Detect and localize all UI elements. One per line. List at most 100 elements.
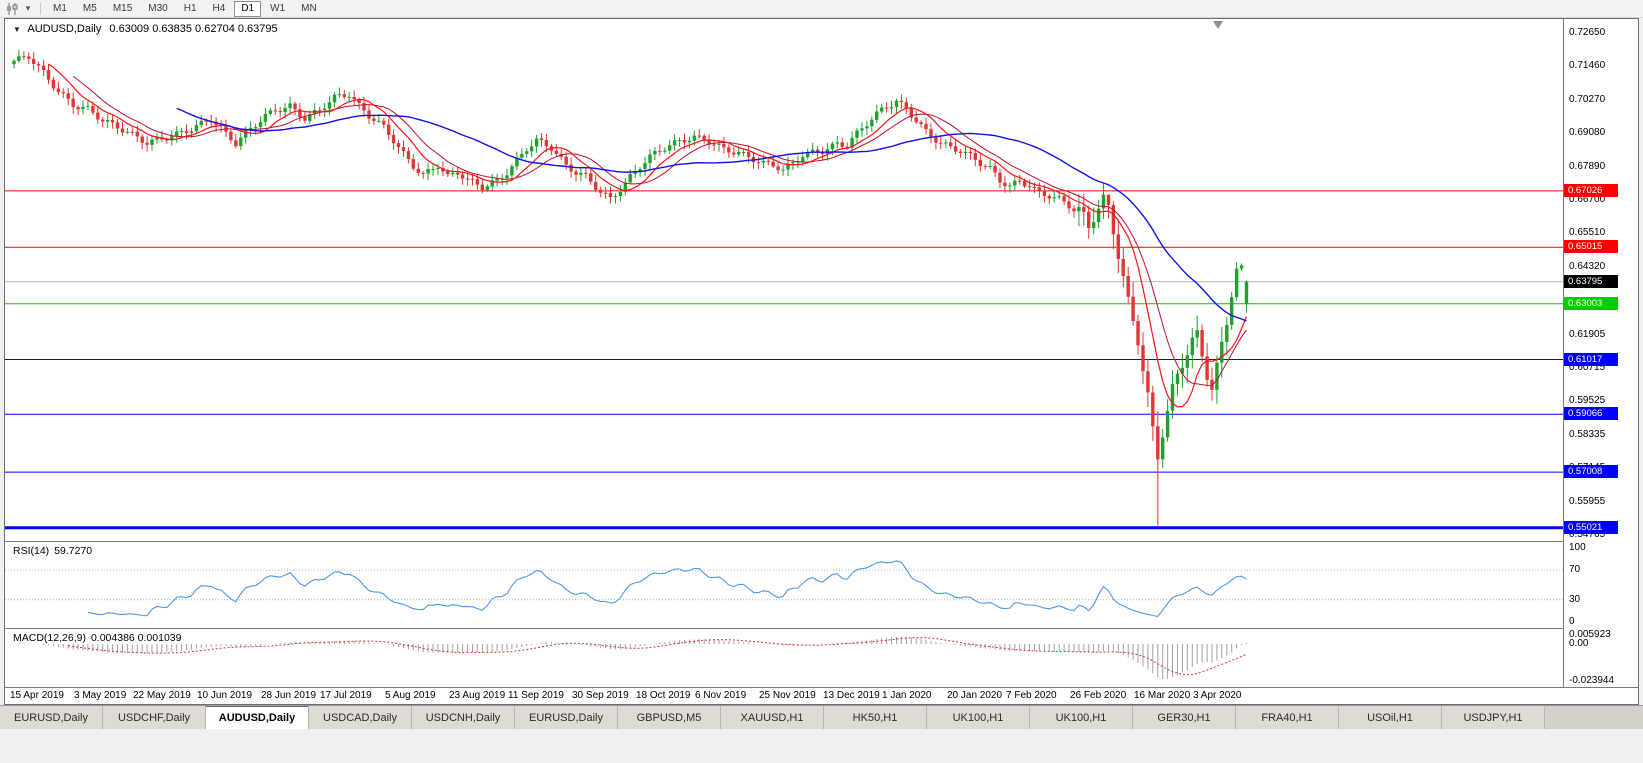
date-label: 3 Apr 2020: [1193, 690, 1242, 701]
chart-tab-xauusd-h1-7[interactable]: XAUUSD,H1: [721, 706, 824, 729]
chart-tab-usdjpy-h1-14[interactable]: USDJPY,H1: [1442, 706, 1545, 729]
price-tick-label: 0.69080: [1569, 127, 1606, 138]
date-label: 15 Apr 2019: [10, 690, 64, 701]
bottom-filler: [0, 729, 1643, 763]
chart-tab-ger30-h1-11[interactable]: GER30,H1: [1133, 706, 1236, 729]
chart-tab-uk100-h1-9[interactable]: UK100,H1: [927, 706, 1030, 729]
date-label: 1 Jan 2020: [882, 690, 932, 701]
timeframe-button-m30[interactable]: M30: [148, 2, 168, 14]
price-badge-0.59066: 0.59066: [1564, 407, 1618, 420]
macd-axis-label: -0.023944: [1569, 675, 1615, 686]
main-chart-svg[interactable]: [5, 19, 1563, 541]
chart-tab-eurusd-daily-5[interactable]: EURUSD,Daily: [515, 706, 618, 729]
price-tick-label: 0.54765: [1569, 529, 1606, 540]
macd-signal-line: [68, 637, 1247, 676]
date-label: 18 Oct 2019: [636, 690, 691, 701]
toolbar-separator: [40, 2, 41, 15]
rsi-label: RSI(14) 59.7270: [13, 545, 97, 557]
price-badge-current: 0.63795: [1564, 275, 1618, 288]
timeframe-button-h1[interactable]: H1: [183, 2, 197, 14]
date-label: 3 May 2019: [74, 690, 127, 701]
date-label: 13 Dec 2019: [823, 690, 880, 701]
chart-type-candlestick-icon[interactable]: [4, 2, 20, 16]
timeframe-button-h4[interactable]: H4: [212, 2, 226, 14]
timeframe-buttons: M1 M5 M15 M30 H1 H4 D1 W1 MN: [45, 0, 325, 17]
price-tick-label: 0.61905: [1569, 329, 1606, 340]
macd-histogram: [23, 636, 1247, 679]
price-tick-label: 0.65510: [1569, 227, 1606, 238]
rsi-axis-label: 30: [1569, 594, 1581, 605]
chart-shift-marker-icon[interactable]: [1213, 21, 1223, 29]
macd-axis-label: 0.005923: [1569, 629, 1611, 640]
date-label: 16 Mar 2020: [1134, 690, 1191, 701]
price-tick-label: 0.60715: [1569, 362, 1606, 373]
price-tick-label: 0.72650: [1569, 27, 1606, 38]
symbol-label: AUDUSD,Daily: [27, 23, 102, 35]
price-badge-0.67026: 0.67026: [1564, 184, 1618, 197]
rsi-name: RSI(14): [13, 545, 50, 557]
price-tick-label: 0.58335: [1569, 429, 1606, 440]
price-tick-label: 0.70270: [1569, 94, 1606, 105]
macd-values: 0.004386 0.001039: [90, 632, 182, 644]
date-label: 28 Jun 2019: [261, 690, 317, 701]
chart-tab-audusd-daily-2[interactable]: AUDUSD,Daily: [206, 706, 309, 729]
price-tick-label: 0.55955: [1569, 496, 1606, 507]
rsi-panel: RSI(14) 59.7270: [5, 541, 1563, 628]
date-label: 25 Nov 2019: [759, 690, 816, 701]
date-axis[interactable]: 15 Apr 2019 3 May 2019 22 May 2019 10 Jun 2…: [5, 687, 1638, 704]
macd-svg[interactable]: [5, 629, 1563, 687]
rsi-axis-label: 0: [1569, 616, 1575, 627]
rsi-line: [87, 560, 1247, 618]
ohlc-values: 0.63009 0.63835 0.62704 0.63795: [109, 23, 278, 35]
ma-13-line: [72, 75, 1247, 386]
chart-tab-hk50-h1-8[interactable]: HK50,H1: [824, 706, 927, 729]
chart-tab-usdcnh-daily-4[interactable]: USDCNH,Daily: [412, 706, 515, 729]
date-label: 20 Jan 2020: [947, 690, 1003, 701]
timeframe-button-m1[interactable]: M1: [53, 2, 67, 14]
price-axis[interactable]: 0.72650 0.71460 0.70270 0.69080 0.67890 0.667…: [1563, 19, 1638, 687]
price-badge-0.55021: 0.55021: [1564, 521, 1618, 534]
price-tick-label: 0.66700: [1569, 194, 1606, 205]
price-badge-0.65015: 0.65015: [1564, 240, 1618, 253]
price-tick-label: 0.64320: [1569, 261, 1606, 272]
date-label: 17 Jul 2019: [320, 690, 372, 701]
date-label: 26 Feb 2020: [1070, 690, 1127, 701]
timeframe-button-w1[interactable]: W1: [270, 2, 286, 14]
chart-tab-gbpusd-m5-6[interactable]: GBPUSD,M5: [618, 706, 721, 729]
chart-tab-fra40-h1-12[interactable]: FRA40,H1: [1236, 706, 1339, 729]
date-label: 6 Nov 2019: [695, 690, 747, 701]
chart-tab-usdchf-daily-1[interactable]: USDCHF,Daily: [103, 706, 206, 729]
ma-8-line: [48, 63, 1248, 408]
date-label: 11 Sep 2019: [508, 690, 564, 701]
date-label: 23 Aug 2019: [449, 690, 506, 701]
rsi-axis-label: 100: [1569, 542, 1586, 553]
date-label: 22 May 2019: [133, 690, 191, 701]
chart-title: ▼ AUDUSD,Daily 0.63009 0.63835 0.62704 0…: [13, 23, 278, 35]
chart-tab-uk100-h1-10[interactable]: UK100,H1: [1030, 706, 1133, 729]
timeframe-button-m5[interactable]: M5: [82, 2, 97, 14]
date-label: 7 Feb 2020: [1006, 690, 1057, 701]
chart-tab-eurusd-daily-0[interactable]: EURUSD,Daily: [0, 706, 103, 729]
ma-34-line: [176, 107, 1247, 322]
price-tick-label: 0.67890: [1569, 161, 1606, 172]
date-label: 10 Jun 2019: [197, 690, 253, 701]
rsi-value: 59.7270: [54, 545, 93, 557]
chart-tab-usdcad-daily-3[interactable]: USDCAD,Daily: [309, 706, 412, 729]
timeframe-button-d1[interactable]: D1: [234, 0, 262, 17]
timeframe-button-m15[interactable]: M15: [112, 2, 133, 14]
date-label: 5 Aug 2019: [385, 690, 436, 701]
macd-label: MACD(12,26,9) 0.004386 0.001039: [13, 632, 186, 644]
chart-window: ▼ AUDUSD,Daily 0.63009 0.63835 0.62704 0…: [4, 18, 1639, 705]
price-badge-0.57008: 0.57008: [1564, 465, 1618, 478]
collapse-arrow-icon[interactable]: ▼: [13, 25, 21, 34]
toolbar: ▾ M1 M5 M15 M30 H1 H4 D1 W1 MN: [0, 0, 1643, 18]
timeframe-button-mn[interactable]: MN: [301, 2, 317, 14]
macd-panel: MACD(12,26,9) 0.004386 0.001039: [5, 628, 1563, 687]
chart-tabbar: EURUSD,Daily USDCHF,Daily AUDUSD,Daily USDC…: [0, 705, 1643, 729]
rsi-svg[interactable]: [5, 542, 1563, 628]
chart-tab-usoil-h1-13[interactable]: USOil,H1: [1339, 706, 1442, 729]
price-tick-label: 0.59525: [1569, 395, 1606, 406]
main-chart-panel: ▼ AUDUSD,Daily 0.63009 0.63835 0.62704 0…: [5, 19, 1563, 541]
toolbar-dropdown-arrow-icon[interactable]: ▾: [25, 3, 31, 13]
macd-axis-label: 0.00: [1569, 638, 1589, 649]
